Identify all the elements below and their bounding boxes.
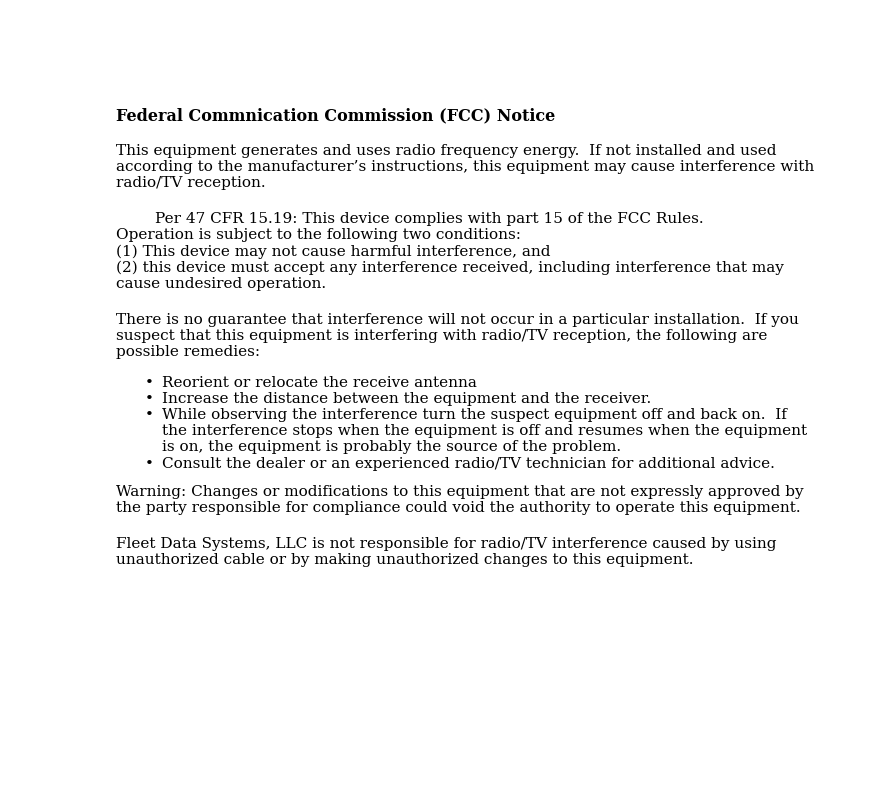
Text: Warning: Changes or modifications to this equipment that are not expressly appro: Warning: Changes or modifications to thi… [116, 484, 803, 498]
Text: Consult the dealer or an experienced radio/TV technician for additional advice.: Consult the dealer or an experienced rad… [162, 456, 774, 470]
Text: (2) this device must accept any interference received, including interference th: (2) this device must accept any interfer… [116, 260, 783, 275]
Text: cause undesired operation.: cause undesired operation. [116, 277, 325, 291]
Text: is on, the equipment is probably the source of the problem.: is on, the equipment is probably the sou… [162, 440, 620, 454]
Text: There is no guarantee that interference will not occur in a particular installat: There is no guarantee that interference … [116, 312, 798, 327]
Text: •: • [145, 375, 154, 389]
Text: While observing the interference turn the suspect equipment off and back on.  If: While observing the interference turn th… [162, 407, 786, 422]
Text: Reorient or relocate the receive antenna: Reorient or relocate the receive antenna [162, 375, 477, 389]
Text: the party responsible for compliance could void the authority to operate this eq: the party responsible for compliance cou… [116, 500, 800, 515]
Text: •: • [145, 391, 154, 406]
Text: •: • [145, 407, 154, 422]
Text: possible remedies:: possible remedies: [116, 345, 260, 359]
Text: suspect that this equipment is interfering with radio/TV reception, the followin: suspect that this equipment is interferi… [116, 329, 766, 343]
Text: Increase the distance between the equipment and the receiver.: Increase the distance between the equipm… [162, 391, 650, 406]
Text: radio/TV reception.: radio/TV reception. [116, 176, 266, 190]
Text: Operation is subject to the following two conditions:: Operation is subject to the following tw… [116, 228, 520, 242]
Text: according to the manufacturer’s instructions, this equipment may cause interfere: according to the manufacturer’s instruct… [116, 160, 814, 173]
Text: (1) This device may not cause harmful interference, and: (1) This device may not cause harmful in… [116, 244, 550, 259]
Text: Federal Commnication Commission (FCC) Notice: Federal Commnication Commission (FCC) No… [116, 108, 554, 124]
Text: •: • [145, 456, 154, 470]
Text: Fleet Data Systems, LLC is not responsible for radio/TV interference caused by u: Fleet Data Systems, LLC is not responsib… [116, 536, 776, 550]
Text: unauthorized cable or by making unauthorized changes to this equipment.: unauthorized cable or by making unauthor… [116, 552, 693, 567]
Text: the interference stops when the equipment is off and resumes when the equipment: the interference stops when the equipmen… [162, 424, 806, 438]
Text: This equipment generates and uses radio frequency energy.  If not installed and : This equipment generates and uses radio … [116, 144, 776, 157]
Text: Per 47 CFR 15.19: This device complies with part 15 of the FCC Rules.: Per 47 CFR 15.19: This device complies w… [116, 212, 703, 226]
